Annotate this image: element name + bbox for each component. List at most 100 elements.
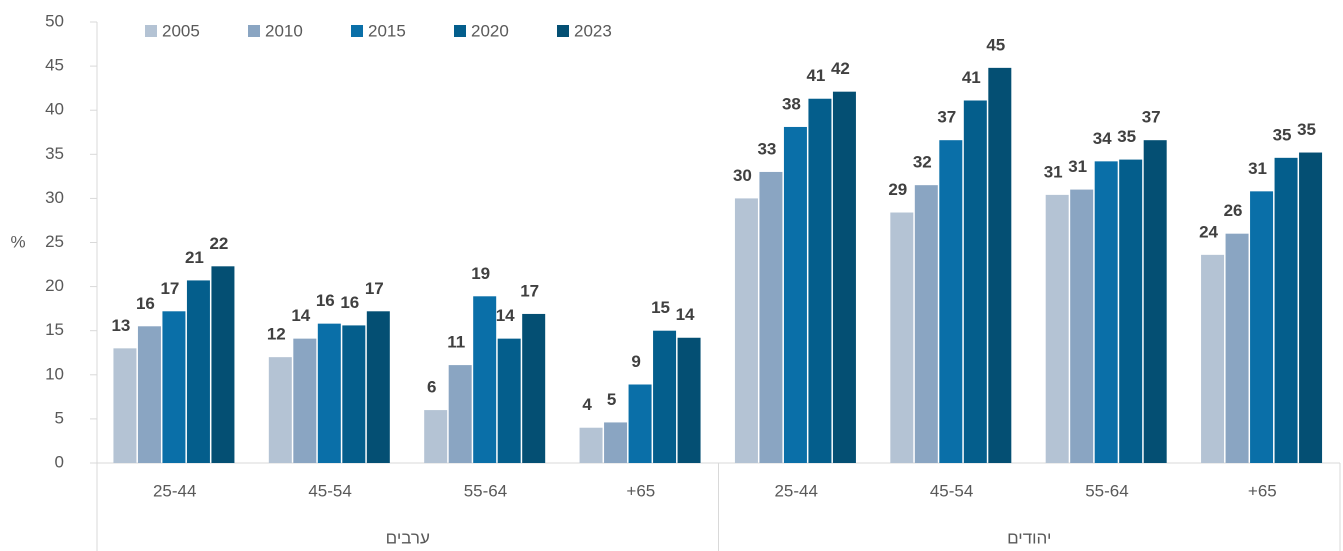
- y-tick-label: 25: [45, 232, 64, 251]
- bar: [162, 311, 186, 463]
- data-label: 9: [631, 352, 640, 371]
- x-tick-label: 25-44: [774, 481, 817, 500]
- x-tick-label: +65: [1248, 481, 1277, 500]
- data-label: 38: [782, 94, 801, 113]
- bar: [424, 410, 448, 463]
- data-label: 14: [496, 306, 515, 325]
- data-label: 42: [831, 59, 850, 78]
- legend-swatch: [557, 25, 569, 37]
- data-label: 17: [365, 279, 384, 298]
- data-label: 11: [447, 333, 465, 352]
- bar: [939, 140, 963, 464]
- bar: [604, 422, 628, 463]
- bar: [734, 198, 758, 463]
- y-tick-label: 0: [55, 452, 64, 471]
- legend-label: 2020: [471, 21, 509, 40]
- data-label: 31: [1248, 159, 1267, 178]
- data-label: 17: [520, 281, 539, 300]
- bar: [1070, 189, 1094, 463]
- data-label: 16: [340, 293, 359, 312]
- bar: [522, 313, 546, 463]
- group-label: ערבים: [386, 528, 430, 547]
- bar: [832, 91, 856, 463]
- legend-swatch: [248, 25, 260, 37]
- bar: [366, 311, 390, 463]
- bar: [1045, 194, 1069, 463]
- data-label: 14: [676, 305, 695, 324]
- y-tick-label: 50: [45, 11, 64, 30]
- data-label: 13: [111, 316, 130, 335]
- data-label: 41: [806, 66, 825, 85]
- data-label: 31: [1044, 162, 1063, 181]
- y-tick-label: 45: [45, 56, 64, 75]
- bar: [1119, 159, 1143, 464]
- data-label: 35: [1273, 125, 1292, 144]
- bar: [1225, 233, 1249, 463]
- legend-swatch: [454, 25, 466, 37]
- bar: [1250, 191, 1274, 463]
- y-tick-label: 40: [45, 100, 64, 119]
- bar: [628, 384, 652, 463]
- legend-swatch: [351, 25, 363, 37]
- legend-label: 2010: [265, 21, 303, 40]
- y-tick-label: 15: [45, 320, 64, 339]
- y-tick-label: 10: [45, 364, 64, 383]
- y-tick-label: 30: [45, 188, 64, 207]
- data-label: 22: [209, 234, 228, 253]
- y-tick-label: 5: [55, 408, 64, 427]
- data-label: 34: [1093, 129, 1112, 148]
- data-label: 12: [267, 325, 286, 344]
- y-axis-label: %: [10, 232, 25, 251]
- bar: [988, 67, 1012, 463]
- bar: [579, 427, 603, 463]
- data-label: 45: [986, 35, 1005, 54]
- data-label: 17: [160, 279, 179, 298]
- bar: [211, 266, 235, 463]
- data-label: 37: [1142, 108, 1161, 127]
- data-label: 16: [136, 294, 155, 313]
- data-label: 35: [1297, 120, 1316, 139]
- data-label: 37: [937, 108, 956, 127]
- bar: [293, 338, 317, 463]
- legend-label: 2005: [162, 21, 200, 40]
- bar: [473, 296, 497, 463]
- data-label: 35: [1117, 127, 1136, 146]
- legend-label: 2015: [368, 21, 406, 40]
- bar: [963, 100, 987, 464]
- data-label: 26: [1224, 201, 1243, 220]
- data-label: 31: [1068, 157, 1087, 176]
- data-label: 16: [316, 291, 335, 310]
- bar: [1143, 140, 1167, 464]
- data-label: 6: [427, 378, 436, 397]
- data-label: 33: [757, 139, 776, 158]
- data-label: 32: [913, 153, 932, 172]
- y-tick-label: 35: [45, 144, 64, 163]
- bar: [808, 98, 832, 463]
- bar: [1299, 152, 1323, 463]
- bar: [342, 325, 366, 463]
- x-tick-label: 55-64: [464, 481, 507, 500]
- data-label: 5: [607, 390, 616, 409]
- legend-swatch: [145, 25, 157, 37]
- bar: [1274, 157, 1298, 463]
- data-label: 21: [185, 248, 204, 267]
- x-tick-label: 25-44: [153, 481, 196, 500]
- legend-label: 2023: [574, 21, 612, 40]
- bar: [317, 323, 341, 463]
- bar: [268, 357, 292, 463]
- bar: [890, 212, 914, 463]
- bar: [137, 326, 161, 463]
- data-label: 15: [651, 298, 670, 317]
- data-label: 14: [291, 306, 310, 325]
- x-tick-label: 45-54: [930, 481, 973, 500]
- x-tick-label: 55-64: [1085, 481, 1128, 500]
- bar: [783, 126, 807, 463]
- group-label: יהודים: [1007, 528, 1051, 547]
- y-tick-label: 20: [45, 276, 64, 295]
- bar: [113, 348, 137, 463]
- bar: [186, 280, 210, 463]
- data-label: 24: [1199, 222, 1218, 241]
- bar: [1201, 254, 1225, 463]
- bar: [1094, 161, 1118, 463]
